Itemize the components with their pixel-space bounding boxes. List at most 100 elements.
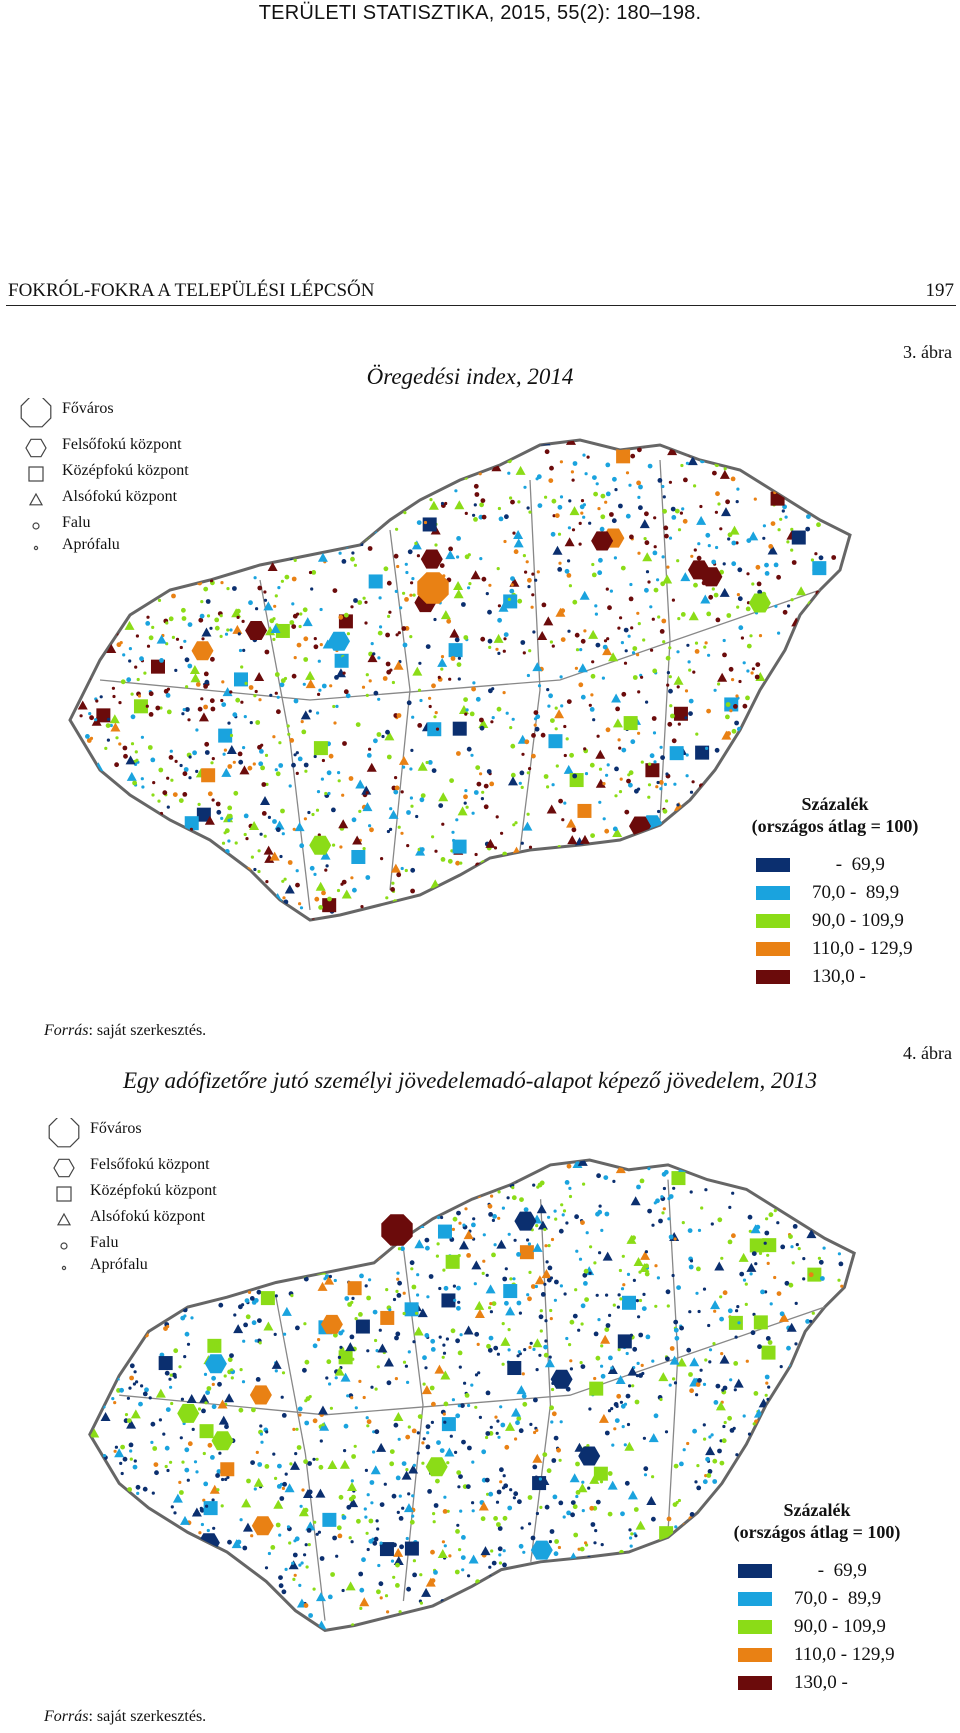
settlement-symbol xyxy=(532,1183,536,1187)
settlement-symbol xyxy=(305,1565,309,1569)
settlement-symbol xyxy=(517,1390,521,1394)
settlement-symbol xyxy=(219,614,223,618)
settlement-symbol xyxy=(292,1263,296,1267)
settlement-symbol xyxy=(677,528,682,532)
settlement-symbol xyxy=(143,1262,147,1266)
settlement-symbol xyxy=(706,708,711,714)
settlement-symbol xyxy=(93,1610,97,1614)
settlement-symbol xyxy=(398,1516,404,1521)
settlement-symbol xyxy=(617,626,621,630)
settlement-symbol xyxy=(389,1461,395,1467)
settlement-symbol xyxy=(122,575,133,585)
settlement-symbol xyxy=(623,661,628,665)
settlement-symbol xyxy=(502,906,506,910)
settlement-symbol xyxy=(232,760,236,764)
settlement-symbol xyxy=(190,673,201,683)
settlement-symbol xyxy=(697,542,701,546)
settlement-symbol xyxy=(688,611,699,621)
settlement-symbol xyxy=(599,526,605,532)
settlement-symbol xyxy=(486,1167,492,1173)
settlement-symbol xyxy=(136,1491,140,1495)
settlement-symbol xyxy=(70,735,74,739)
settlement-symbol xyxy=(847,721,850,725)
settlement-symbol xyxy=(447,1623,458,1631)
settlement-symbol xyxy=(638,854,644,860)
settlement-symbol xyxy=(284,916,290,920)
settlement-symbol xyxy=(202,494,207,498)
settlement-symbol xyxy=(118,1569,122,1573)
settlement-symbol xyxy=(705,746,709,750)
settlement-symbol xyxy=(298,1563,302,1567)
settlement-symbol xyxy=(181,1604,185,1608)
settlement-symbol xyxy=(532,662,543,672)
settlement-symbol xyxy=(549,855,553,859)
settlement-symbol xyxy=(78,823,82,828)
settlement-symbol xyxy=(269,851,280,861)
settlement-symbol xyxy=(202,452,208,457)
settlement-symbol xyxy=(509,1277,513,1281)
settlement-symbol xyxy=(249,467,260,477)
settlement-symbol xyxy=(799,648,810,658)
settlement-symbol xyxy=(488,1306,492,1310)
settlement-symbol xyxy=(662,1207,666,1211)
settlement-symbol xyxy=(629,896,634,902)
settlement-symbol xyxy=(254,671,265,681)
settlement-symbol xyxy=(784,467,789,472)
settlement-symbol xyxy=(284,1160,290,1165)
settlement-symbol xyxy=(216,531,220,535)
running-head: FOKRÓL-FOKRA A TELEPÜLÉSI LÉPCSŐN xyxy=(8,280,375,301)
settlement-symbol xyxy=(367,1201,371,1205)
settlement-symbol xyxy=(157,917,161,920)
settlement-symbol xyxy=(202,1451,206,1456)
settlement-symbol xyxy=(570,1605,581,1615)
settlement-symbol xyxy=(114,1445,118,1449)
settlement-symbol xyxy=(245,559,250,563)
settlement-symbol xyxy=(62,455,67,460)
settlement-symbol xyxy=(229,628,233,632)
settlement-symbol xyxy=(430,1347,436,1352)
settlement-symbol xyxy=(820,503,826,509)
settlement-symbol xyxy=(410,1267,414,1271)
settlement-symbol xyxy=(294,525,298,529)
settlement-symbol xyxy=(366,1295,371,1301)
settlement-symbol xyxy=(717,1406,721,1410)
settlement-symbol xyxy=(502,649,506,653)
settlement-symbol xyxy=(551,783,555,787)
settlement-symbol xyxy=(694,1480,698,1484)
settlement-symbol xyxy=(571,913,582,920)
settlement-symbol xyxy=(769,1178,773,1182)
settlement-symbol xyxy=(334,1376,338,1380)
settlement-symbol xyxy=(625,1351,629,1356)
settlement-symbol xyxy=(780,1443,786,1448)
settlement-symbol xyxy=(323,1277,327,1281)
settlement-symbol xyxy=(244,1298,250,1303)
settlement-symbol xyxy=(336,888,341,893)
settlement-symbol xyxy=(585,1572,591,1578)
settlement-symbol xyxy=(736,593,741,597)
figure-3-map xyxy=(62,438,852,922)
settlement-symbol xyxy=(440,1169,444,1173)
settlement-symbol xyxy=(793,682,799,687)
settlement-symbol xyxy=(561,818,565,822)
settlement-symbol xyxy=(465,1484,471,1489)
settlement-symbol xyxy=(456,1305,461,1311)
settlement-symbol xyxy=(593,1541,597,1545)
settlement-symbol xyxy=(670,506,676,512)
settlement-symbol xyxy=(225,1189,231,1194)
settlement-symbol xyxy=(809,623,820,633)
settlement-symbol xyxy=(644,881,650,887)
settlement-symbol xyxy=(673,1381,678,1385)
settlement-symbol xyxy=(113,850,117,854)
settlement-symbol xyxy=(272,735,276,739)
settlement-symbol xyxy=(195,533,199,538)
settlement-symbol xyxy=(233,1324,244,1334)
settlement-symbol xyxy=(498,1553,502,1557)
settlement-symbol xyxy=(437,1224,452,1239)
settlement-symbol xyxy=(738,1173,742,1177)
settlement-symbol xyxy=(662,1186,667,1191)
settlement-symbol xyxy=(140,572,151,582)
settlement-symbol xyxy=(618,1268,623,1273)
settlement-symbol xyxy=(359,496,370,506)
settlement-symbol xyxy=(143,553,147,557)
settlement-symbol xyxy=(428,696,432,700)
